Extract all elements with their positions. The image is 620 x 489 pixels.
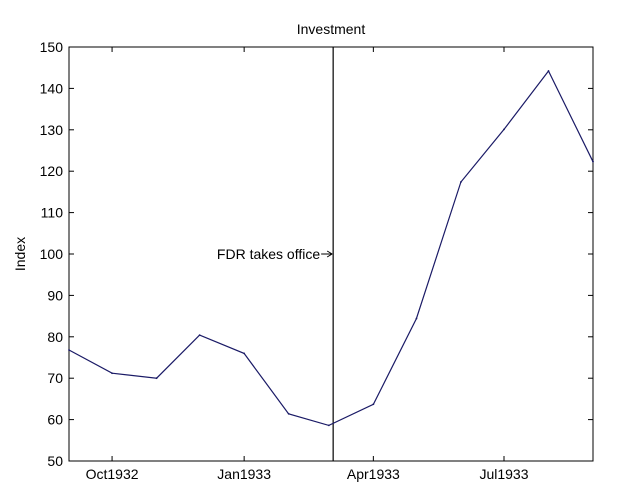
y-tick-label: 60 (47, 412, 63, 428)
y-tick-label: 140 (40, 80, 64, 96)
y-tick-label: 130 (40, 122, 64, 138)
data-point (415, 317, 418, 320)
data-point (198, 334, 201, 337)
data-point (547, 70, 550, 72)
data-point (68, 349, 70, 351)
y-axis-label: Index (12, 237, 28, 271)
data-point (111, 372, 113, 375)
y-tick-label: 80 (47, 329, 63, 345)
y-tick-label: 100 (40, 246, 64, 262)
y-tick-label: 90 (47, 287, 63, 303)
chart-marks: FDR takes office (68, 47, 594, 461)
x-tick-label: Jan1933 (217, 466, 271, 482)
x-tick-label: Apr1933 (347, 466, 400, 482)
annotation-arrowhead (326, 250, 333, 258)
data-point (503, 128, 505, 131)
y-tick-label: 110 (41, 205, 64, 221)
y-tick-label: 70 (47, 370, 63, 386)
data-point (372, 403, 375, 406)
data-point (155, 377, 158, 380)
data-point (327, 424, 330, 427)
y-tick-label: 50 (47, 453, 63, 469)
y-tick-label: 150 (40, 39, 64, 55)
x-tick-label: Jul1933 (479, 466, 528, 482)
data-point (287, 412, 290, 415)
x-tick-label: Oct1932 (86, 466, 139, 482)
data-point (460, 181, 462, 183)
data-point (592, 160, 594, 163)
data-point (243, 352, 246, 355)
chart-title: Investment (297, 21, 366, 37)
annotation-text: FDR takes office (217, 246, 320, 262)
y-tick-label: 120 (40, 163, 64, 179)
